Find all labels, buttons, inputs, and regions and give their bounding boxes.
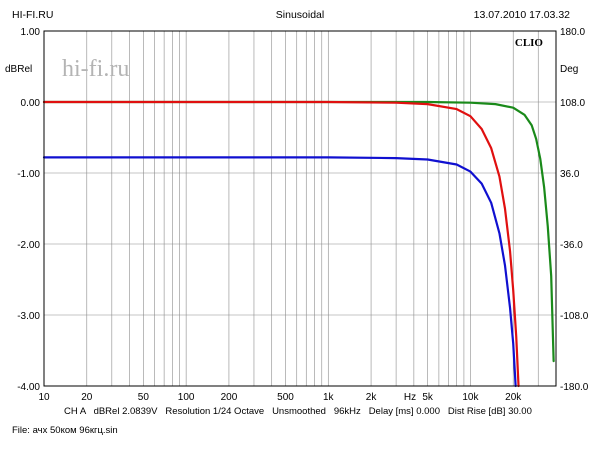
x-tick-label: 10k xyxy=(462,392,479,403)
y-tick-label: 0.00 xyxy=(21,98,41,109)
header-right: 13.07.2010 17.03.32 xyxy=(473,9,570,21)
plot-frame xyxy=(43,30,557,387)
series-line-3 xyxy=(42,156,517,388)
header-center: Sinusoidal xyxy=(275,9,325,21)
y-tick-label: -4.00 xyxy=(17,382,40,393)
y-tick-label: 1.00 xyxy=(21,27,41,38)
x-tick-label: 20 xyxy=(81,392,93,403)
x-unit-label: Hz xyxy=(404,392,416,403)
x-tick-label: 100 xyxy=(178,392,195,403)
y-tick-label: -3.00 xyxy=(17,311,40,322)
series-line-2 xyxy=(42,100,520,388)
measurement-settings: CH A dBRel 2.0839V Resolution 1/24 Octav… xyxy=(64,406,532,417)
y2-tick-label: -108.0 xyxy=(560,311,589,322)
watermark-logo: hi-fi.ru xyxy=(62,56,129,82)
series-line-1 xyxy=(42,100,555,363)
y-tick-label: -2.00 xyxy=(17,240,40,251)
x-tick-label: 5k xyxy=(422,392,434,403)
file-name: File: ачх 50ком 96кгц.sin xyxy=(12,425,118,436)
y2-axis-label: Deg xyxy=(560,64,578,75)
x-tick-label: 1k xyxy=(323,392,335,403)
x-tick-label: 20k xyxy=(505,392,522,403)
y2-tick-label: -180.0 xyxy=(560,382,589,393)
x-tick-label: 500 xyxy=(277,392,294,403)
clio-brand: CLIO xyxy=(515,37,544,49)
y2-tick-label: 108.0 xyxy=(560,98,585,109)
y2-tick-label: 36.0 xyxy=(560,169,580,180)
x-tick-label: 2k xyxy=(366,392,378,403)
y2-tick-label: 180.0 xyxy=(560,27,585,38)
x-tick-label: 50 xyxy=(138,392,150,403)
y2-tick-label: -36.0 xyxy=(560,240,583,251)
y-tick-label: -1.00 xyxy=(17,169,40,180)
x-tick-label: 10 xyxy=(38,392,50,403)
y-axis-label: dBRel xyxy=(5,64,32,75)
header-left: HI-FI.RU xyxy=(12,9,54,21)
x-tick-label: 200 xyxy=(221,392,238,403)
